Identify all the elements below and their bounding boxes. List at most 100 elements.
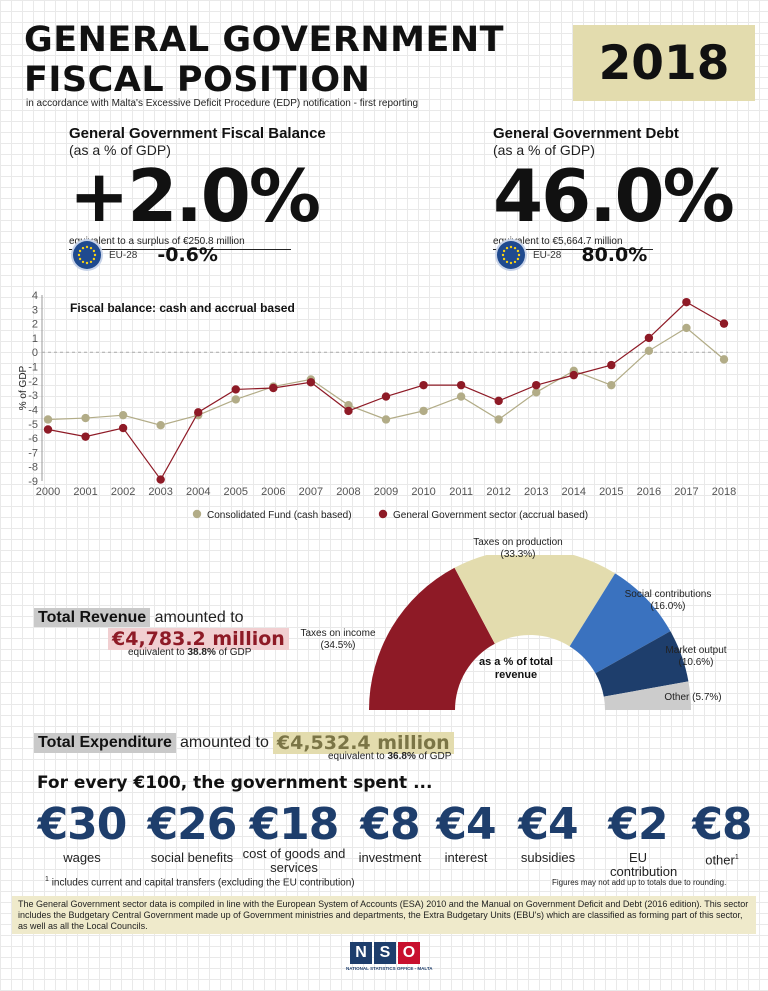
x-tick-label: 2009: [374, 486, 398, 498]
spending-amount: €18: [249, 799, 340, 850]
y-tick-label: -6: [28, 433, 38, 445]
revenue-half-donut-chart: [369, 555, 691, 710]
fiscal-balance-eu: EU-28 -0.6%: [73, 241, 218, 269]
y-tick-label: 3: [32, 304, 38, 316]
donut-pct-market: (10.6%): [678, 657, 714, 668]
cash-point: [419, 406, 428, 416]
spending-label: wages: [63, 850, 101, 865]
title-line-1: GENERAL GOVERNMENT: [24, 20, 505, 60]
fiscal-balance-value: +2.0%: [69, 154, 321, 238]
eu-star: [78, 249, 82, 253]
x-tick-label: 2011: [449, 486, 473, 498]
accrual-point: [118, 423, 128, 433]
accrual-point: [43, 425, 53, 434]
accrual-point: [569, 370, 578, 380]
y-tick-label: -1: [28, 362, 38, 374]
eu-star: [516, 257, 520, 261]
spending-label: EU contribution: [610, 850, 678, 879]
eu-star: [77, 253, 81, 257]
fiscal-balance-kpi: General Government Fiscal Balance (as a …: [69, 125, 326, 250]
eu-star: [502, 257, 506, 261]
spending-item: €30 wages: [30, 803, 134, 865]
donut-cat-production: Taxes on production: [473, 537, 563, 548]
donut-label-production: Taxes on production (33.3%): [458, 537, 578, 561]
eu-star: [92, 249, 96, 253]
revenue-amount-value: €4,783.2 million: [108, 628, 289, 650]
rounding-note: Figures may not add up to totals due to …: [552, 878, 727, 887]
eu-star: [501, 253, 505, 257]
accrual-point: [456, 380, 466, 390]
revenue-equiv-pct: 38.8%: [187, 647, 216, 658]
eu-star: [92, 257, 96, 261]
eu-star: [93, 253, 97, 257]
spending-label: interest: [444, 850, 488, 865]
eu-value: 80.0%: [581, 244, 648, 266]
expenditure-line: Total Expenditure amounted to €4,532.4 m…: [34, 732, 454, 754]
spending-item: €2 EU contribution: [586, 803, 690, 879]
fiscal-balance-sub: (as a % of GDP): [69, 142, 171, 158]
accrual-point: [719, 319, 729, 328]
slice-taxes-on-production: [454, 555, 616, 647]
cash-point: [381, 415, 391, 424]
eu-flag-icon: [497, 241, 525, 269]
page-subtitle: in accordance with Malta's Excessive Def…: [26, 98, 419, 109]
spending-heading: For every €100, the government spent ...: [37, 773, 433, 793]
spending-amount: €2: [608, 799, 668, 850]
x-tick-label: 2001: [73, 486, 97, 498]
logo-letter-s: S: [374, 942, 396, 964]
nso-logo: N S O NATIONAL STATISTICS OFFICE - MALTA: [346, 942, 433, 971]
accrual-point: [532, 380, 541, 390]
eu-star: [85, 245, 89, 249]
cash-point: [81, 413, 90, 423]
eu-star: [505, 246, 509, 250]
spending-label: subsidies: [520, 850, 576, 865]
y-tick-label: -9: [28, 476, 38, 488]
y-tick-label: -4: [28, 404, 38, 416]
eu-label: EU-28: [533, 249, 562, 261]
revenue-amount: €4,783.2 million: [108, 628, 289, 650]
accrual-point: [494, 396, 503, 406]
eu-star: [89, 260, 93, 264]
footnote: 1 includes current and capital transfers…: [45, 876, 355, 888]
expenditure-amount: €4,532.4 million: [272, 732, 454, 754]
spending-label: investment: [358, 850, 422, 865]
cash-point: [532, 388, 541, 397]
year-badge: 2018: [573, 25, 755, 101]
eu-flag-icon: [73, 241, 101, 269]
fiscal-balance-note: equivalent to a surplus of €250.8 millio…: [69, 236, 291, 250]
y-tick-label: 1: [32, 333, 38, 345]
donut-label-other: Other (5.7%): [664, 692, 722, 703]
x-tick-label: 2010: [411, 486, 435, 498]
spending-item: €26 social benefits: [140, 803, 244, 865]
spending-amount: €8: [360, 799, 420, 850]
fiscal-balance-heading: General Government Fiscal Balance: [69, 125, 326, 142]
x-tick-label: 2003: [148, 486, 172, 498]
legend-label: General Government sector (accrual based…: [393, 510, 588, 521]
y-tick-label: 0: [32, 347, 38, 359]
spending-amount: €4: [436, 799, 496, 850]
x-tick-label: 2017: [674, 486, 698, 498]
logo-caption: NATIONAL STATISTICS OFFICE - MALTA: [346, 966, 433, 971]
eu-star: [509, 261, 513, 265]
slice-market-output: [595, 631, 689, 697]
eu-star: [517, 253, 521, 257]
donut-label-market: Market output (10.6%): [636, 645, 756, 669]
legend-marker: [192, 509, 202, 519]
x-tick-label: 2006: [261, 486, 285, 498]
accrual-point: [81, 432, 90, 441]
spending-item: €4 interest: [414, 803, 518, 865]
eu-star: [513, 246, 517, 250]
spending-label: cost of goods and services: [242, 846, 346, 875]
eu-star: [516, 249, 520, 253]
cash-point: [156, 421, 165, 430]
spending-item: €18 cost of goods and services: [242, 803, 346, 875]
x-tick-label: 2015: [599, 486, 623, 498]
accrual-point: [306, 378, 316, 387]
x-tick-label: 2012: [486, 486, 510, 498]
y-tick-label: -7: [28, 447, 38, 459]
cash-point: [644, 346, 654, 355]
cash-point: [719, 355, 729, 364]
x-tick-label: 2014: [562, 486, 586, 498]
expenditure-label-box: Total Expenditure: [34, 733, 176, 753]
eu-label: EU-28: [109, 249, 138, 261]
